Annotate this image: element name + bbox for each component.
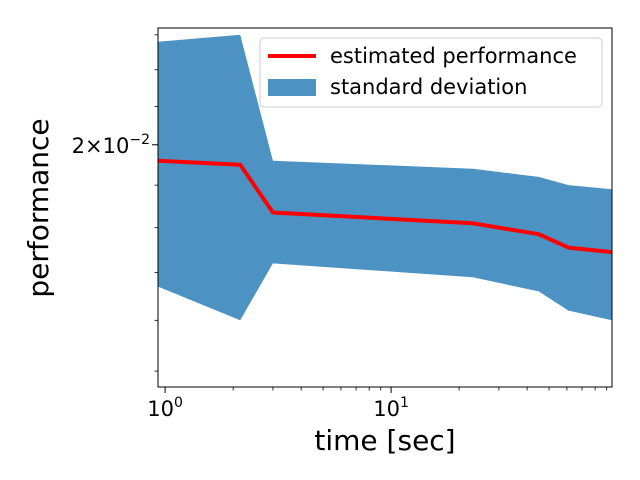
y-axis-label: performance: [22, 118, 55, 297]
plot-area: [157, 34, 613, 321]
legend-frame: [259, 37, 603, 108]
legend-band-swatch: [268, 79, 316, 96]
legend: estimated performance standard deviation: [259, 37, 603, 108]
std-deviation-band: [158, 34, 612, 321]
legend-label-std: standard deviation: [330, 75, 527, 99]
estimated-performance-line: [157, 158, 613, 255]
x-axis-label: time [sec]: [314, 424, 455, 457]
legend-label-estimated: estimated performance: [330, 44, 577, 68]
x-tick-label: 101: [373, 395, 409, 421]
y-tick-label: 2×10−2: [72, 132, 150, 158]
x-tick-label: 100: [147, 395, 183, 421]
plot-frame: [157, 27, 613, 388]
